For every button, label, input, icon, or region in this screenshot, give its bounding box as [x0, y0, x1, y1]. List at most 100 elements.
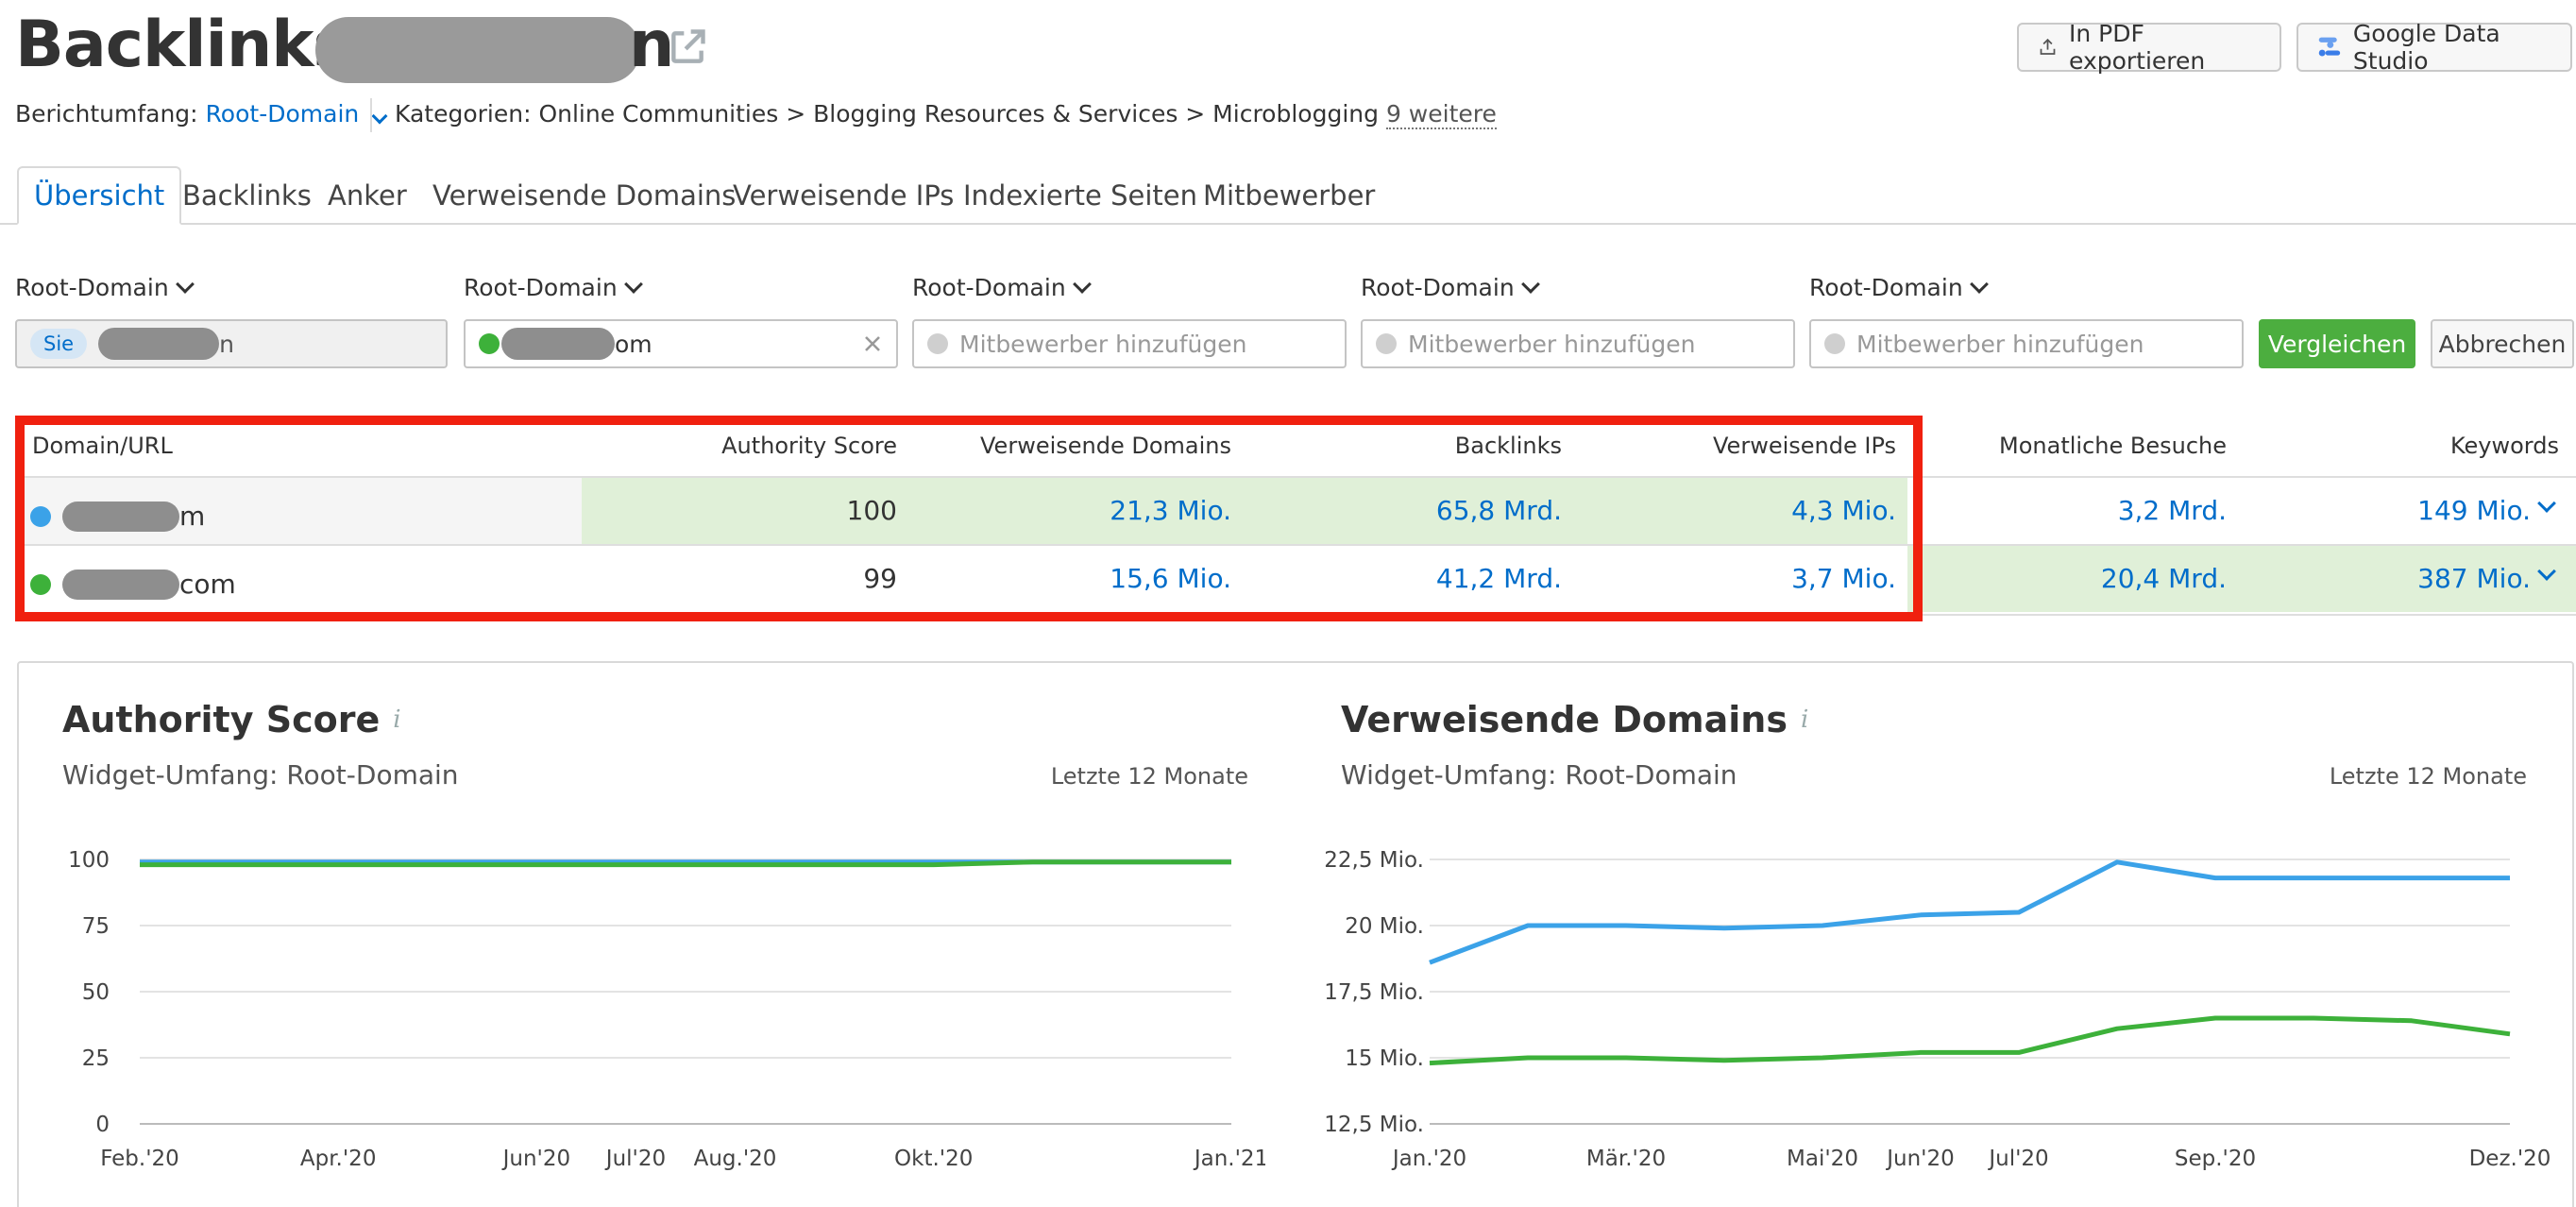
- table-row-domain[interactable]: m: [30, 501, 205, 532]
- table-divider: [15, 544, 2576, 546]
- divider: [370, 98, 372, 132]
- redacted-domain: [98, 328, 220, 360]
- tab-indexed-pages[interactable]: Indexierte Seiten: [963, 179, 1197, 212]
- x-tick-label: Aug.'20: [694, 1147, 777, 1171]
- tab-referring-domains[interactable]: Verweisende Domains: [432, 179, 737, 212]
- competitor-field-4[interactable]: Mitbewerber hinzufügen: [1809, 319, 2244, 368]
- chevron-down-icon: [175, 274, 195, 294]
- x-tick-label: Jun'20: [501, 1147, 571, 1171]
- categories-value: Online Communities > Blogging Resources …: [538, 100, 1379, 128]
- ref-domains-widget-scope: Widget-Umfang: Root-Domain: [1341, 759, 1737, 790]
- series-line[interactable]: [140, 859, 1231, 868]
- backlinks-value[interactable]: 41,2 Mrd.: [1435, 563, 1562, 594]
- ref-domains-widget-title: Verweisende Domains i: [1341, 699, 1808, 740]
- competitor-placeholder: Mitbewerber hinzufügen: [1408, 330, 1696, 358]
- info-icon[interactable]: i: [393, 706, 401, 734]
- chevron-down-icon: [1520, 274, 1540, 294]
- tab-backlinks[interactable]: Backlinks: [182, 179, 312, 212]
- x-tick-label: Jan.'20: [1391, 1147, 1466, 1171]
- y-tick-label: 50: [82, 980, 110, 1005]
- chevron-down-icon: [1969, 274, 1989, 294]
- y-tick-label: 15 Mio.: [1345, 1046, 1424, 1071]
- series-color-dot: [1824, 333, 1845, 354]
- google-data-studio-label: Google Data Studio: [2352, 20, 2500, 75]
- google-data-studio-button[interactable]: Google Data Studio: [2296, 20, 2572, 75]
- keywords-value[interactable]: 387 Mio.: [2417, 563, 2531, 594]
- authority-widget-range[interactable]: Letzte 12 Monate: [1050, 763, 1248, 790]
- more-categories-link[interactable]: 9 weitere: [1385, 100, 1497, 129]
- backlinks-value[interactable]: 65,8 Mrd.: [1435, 495, 1562, 526]
- ref-domains-widget-range[interactable]: Letzte 12 Monate: [2329, 763, 2527, 790]
- cancel-button[interactable]: Abbrechen: [2431, 319, 2574, 368]
- page-title-suffix: n: [629, 8, 675, 82]
- scope-dropdown-label: Root-Domain: [15, 274, 169, 301]
- external-link-icon[interactable]: [667, 26, 708, 68]
- tab-competitors[interactable]: Mitbewerber: [1203, 179, 1376, 212]
- scope-dropdown-2[interactable]: Root-Domain: [464, 274, 643, 301]
- competitor-field-3[interactable]: Mitbewerber hinzufügen: [1361, 319, 1795, 368]
- col-header-ref-ips[interactable]: Verweisende IPs: [1713, 433, 1896, 459]
- tab-referring-ips[interactable]: Verweisende IPs: [733, 179, 955, 212]
- export-icon: [2040, 38, 2056, 55]
- series-line[interactable]: [1429, 1015, 2511, 1066]
- scope-label: Berichtumfang:: [15, 100, 198, 128]
- col-header-keywords[interactable]: Keywords: [2449, 433, 2559, 459]
- competitor-field-1[interactable]: om: [464, 319, 898, 368]
- expand-chevron-icon[interactable]: [2537, 494, 2556, 513]
- highlight-annotation-box: [15, 416, 1923, 621]
- redacted-domain: [501, 328, 615, 360]
- authority-widget-title: Authority Score i: [62, 699, 401, 740]
- series-line[interactable]: [1429, 859, 2510, 965]
- keywords-value[interactable]: 149 Mio.: [2417, 495, 2531, 526]
- ref-ips-value[interactable]: 3,7 Mio.: [1791, 563, 1896, 594]
- chevron-down-icon: [623, 274, 643, 294]
- x-tick-label: Jul'20: [1987, 1147, 2048, 1171]
- visits-value[interactable]: 20,4 Mrd.: [2100, 563, 2227, 594]
- scope-dropdown-label: Root-Domain: [1361, 274, 1515, 301]
- ref-domains-value[interactable]: 15,6 Mio.: [1110, 563, 1231, 594]
- authority-score-value: 99: [863, 563, 897, 594]
- y-tick-label: 0: [95, 1113, 110, 1137]
- x-tick-label: Feb.'20: [100, 1147, 179, 1171]
- col-header-ref-domains[interactable]: Verweisende Domains: [980, 433, 1231, 459]
- tab-overview[interactable]: Übersicht: [17, 166, 182, 225]
- scope-dropdown-4[interactable]: Root-Domain: [1361, 274, 1540, 301]
- ref-ips-value[interactable]: 4,3 Mio.: [1791, 495, 1896, 526]
- scope-dropdown-label: Root-Domain: [1809, 274, 1963, 301]
- scope-dropdown-label: Root-Domain: [912, 274, 1066, 301]
- redacted-domain: [315, 17, 640, 83]
- x-tick-label: Apr.'20: [300, 1147, 377, 1171]
- series-color-dot: [927, 333, 948, 354]
- scope-selector[interactable]: Berichtumfang: Root-Domain: [15, 100, 388, 128]
- table-row-domain[interactable]: com: [30, 569, 236, 600]
- col-header-authority[interactable]: Authority Score: [721, 433, 897, 459]
- ref-domains-value[interactable]: 21,3 Mio.: [1110, 495, 1231, 526]
- clear-icon[interactable]: [862, 333, 883, 354]
- authority-score-value: 100: [846, 495, 897, 526]
- compare-button[interactable]: Vergleichen: [2259, 319, 2415, 368]
- tab-anchors[interactable]: Anker: [328, 179, 407, 212]
- x-tick-label: Dez.'20: [2469, 1147, 2551, 1171]
- widgets-panel: [17, 661, 2574, 1207]
- x-tick-label: Jan.'21: [1193, 1147, 1265, 1171]
- scope-dropdown-1[interactable]: Root-Domain: [15, 274, 195, 301]
- series-color-dot: [30, 505, 51, 527]
- data-studio-icon: [2318, 37, 2341, 57]
- scope-dropdown-5[interactable]: Root-Domain: [1809, 274, 1989, 301]
- info-icon[interactable]: i: [1800, 706, 1809, 734]
- authority-score-chart: 100 75 50 25 0 Feb.'20 Apr.'20 Jun'20 Jul'20 Aug.…: [68, 848, 1265, 1171]
- chevron-down-icon: [1072, 274, 1092, 294]
- visits-value[interactable]: 3,2 Mrd.: [2117, 495, 2227, 526]
- domain-suffix: om: [615, 330, 652, 358]
- ref-domains-chart: 22,5 Mio. 20 Mio. 17,5 Mio. 15 Mio. 12,5 Mio…: [1324, 848, 2551, 1171]
- col-header-visits[interactable]: Monatliche Besuche: [1999, 433, 2227, 459]
- scope-dropdown-3[interactable]: Root-Domain: [912, 274, 1092, 301]
- y-tick-label: 75: [82, 914, 110, 939]
- domain-suffix: com: [179, 569, 236, 600]
- competitor-field-2[interactable]: Mitbewerber hinzufügen: [912, 319, 1347, 368]
- export-pdf-button[interactable]: In PDF exportieren: [2017, 20, 2281, 75]
- scope-value[interactable]: Root-Domain: [205, 100, 360, 128]
- col-header-backlinks[interactable]: Backlinks: [1454, 433, 1562, 459]
- x-tick-label: Okt.'20: [894, 1147, 973, 1171]
- y-tick-label: 100: [68, 848, 110, 873]
